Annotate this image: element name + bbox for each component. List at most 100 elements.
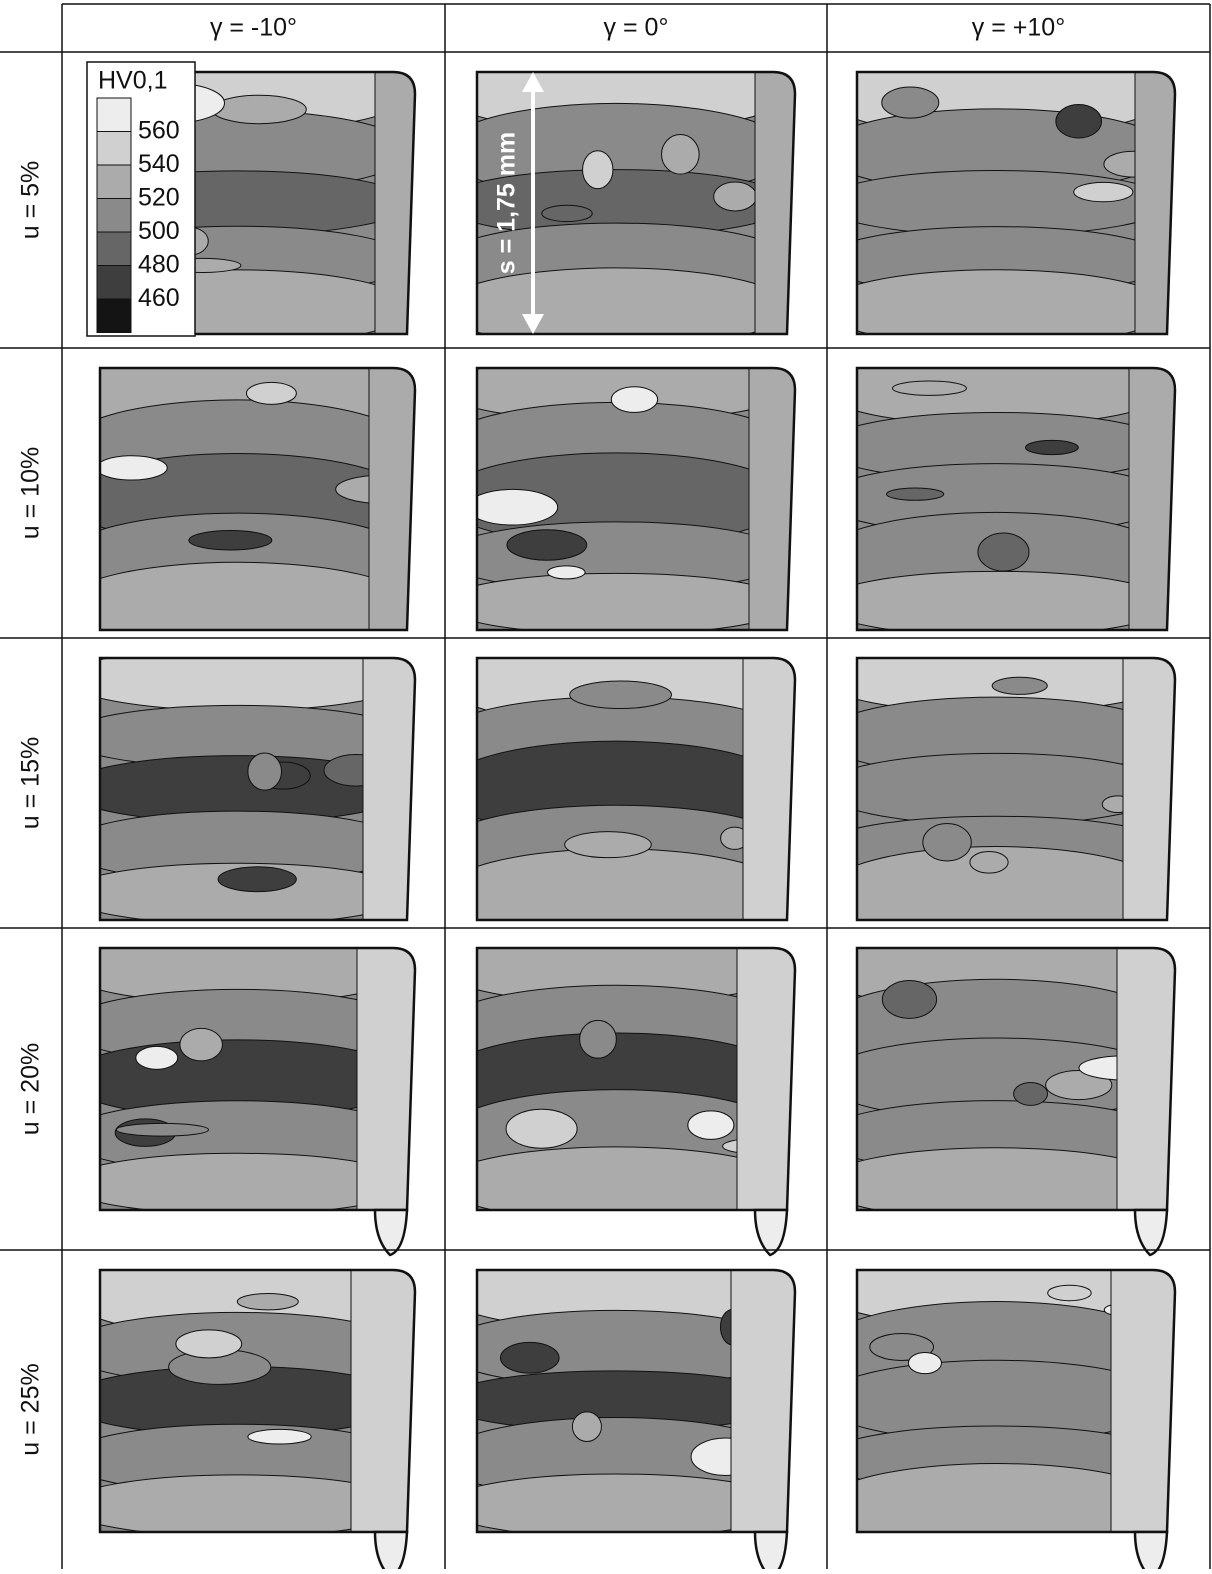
panel-outline [98, 366, 417, 632]
contour-band [477, 572, 792, 630]
arrow-head [522, 314, 544, 334]
contour-map [857, 72, 1175, 334]
legend-label: 460 [138, 284, 180, 312]
contour-island [100, 455, 168, 481]
contour-island [477, 488, 559, 526]
legend: HV0,1 560 540 520 500 480 460 [86, 61, 196, 337]
panel-outline [98, 656, 417, 922]
panel-outline [475, 366, 797, 632]
legend-title: HV0,1 [98, 67, 167, 95]
contour-island [610, 386, 659, 413]
panel-outline [98, 1268, 417, 1534]
contour-island [713, 181, 758, 212]
panel-outline [98, 946, 417, 1212]
legend-swatch [96, 265, 132, 300]
contour-map [857, 1270, 1175, 1532]
contour-island [571, 1411, 602, 1442]
contour-island [977, 532, 1030, 572]
row-header: u = 5% [17, 161, 45, 240]
legend-swatch [96, 164, 132, 199]
edge-zone [736, 948, 795, 1210]
contour-island [247, 1428, 312, 1445]
contour-island [881, 86, 940, 119]
burr [373, 1530, 409, 1574]
contour-island [582, 150, 614, 190]
contour-island [541, 204, 593, 223]
contour-island [236, 1292, 299, 1311]
contour-island [1055, 104, 1103, 139]
arrow-head [522, 72, 544, 92]
contour-map [857, 948, 1175, 1210]
contour-map [477, 948, 795, 1210]
contour-map [100, 1270, 415, 1532]
contour-island [499, 1341, 560, 1374]
contour-island [1013, 1081, 1049, 1106]
contour-island [547, 565, 586, 580]
panel-outline [475, 946, 797, 1212]
legend-swatch [96, 97, 132, 132]
legend-swatch [96, 131, 132, 166]
contour-island [969, 850, 1009, 874]
legend-label: 480 [138, 251, 180, 279]
labels: γ = -10° γ = 0° γ = +10° u = 5% u = 10% u = 1… [17, 14, 1066, 1456]
burr [1133, 1530, 1169, 1574]
edge-zone [1116, 948, 1175, 1210]
panel-outline [855, 1268, 1177, 1534]
contour-band [857, 752, 1172, 826]
contour-island [687, 1110, 735, 1140]
contour-island [247, 752, 282, 791]
edge-zone [362, 658, 415, 920]
contour-island [1045, 1070, 1113, 1101]
panel-outline [475, 1268, 797, 1534]
column-header: γ = 0° [604, 14, 669, 42]
panel-outline [475, 656, 797, 922]
contour-map [100, 658, 415, 920]
panels [98, 70, 1177, 1574]
panel-outline [98, 70, 417, 336]
contour-island [135, 1045, 179, 1070]
edge-zone [356, 948, 415, 1210]
row-header: u = 20% [17, 1043, 45, 1135]
panel-outline [855, 656, 1177, 922]
row-header: u = 10% [17, 447, 45, 539]
row-header: u = 25% [17, 1363, 45, 1455]
contour-map [857, 658, 1175, 920]
edge-zone [742, 658, 795, 920]
contour-island [579, 1019, 617, 1059]
contour-band [857, 570, 1172, 630]
legend-label: 520 [138, 184, 180, 212]
contour-island [175, 1329, 243, 1359]
legend-swatch [96, 298, 132, 333]
burr [373, 1208, 409, 1257]
contour-island [1047, 1284, 1092, 1302]
contour-map [477, 368, 795, 630]
contour-island [922, 823, 972, 862]
legend-swatch [96, 198, 132, 233]
panel-outline [855, 946, 1177, 1212]
contour-island [881, 980, 938, 1019]
contour-map [477, 72, 795, 334]
contour-island [188, 530, 273, 551]
edge-zone [350, 1270, 415, 1532]
contour-island [661, 134, 700, 175]
legend-label: 540 [138, 150, 180, 178]
contour-island [217, 866, 297, 893]
contour-island [991, 676, 1048, 695]
contour-island [892, 380, 967, 396]
edge-zone [1122, 658, 1175, 920]
legend-swatch [96, 231, 132, 266]
column-header: γ = -10° [210, 14, 297, 42]
contour-island [245, 381, 297, 405]
contour-band [857, 170, 1172, 236]
burr [753, 1208, 789, 1257]
legend-label: 500 [138, 217, 180, 245]
annotation: s = 1,75 mm [493, 132, 521, 274]
burr [1133, 1208, 1169, 1257]
contour-island [564, 831, 652, 859]
contour-island [506, 529, 588, 561]
edge-zone [1110, 1270, 1175, 1532]
edge-zone [730, 1270, 795, 1532]
table-grid [0, 3, 1211, 1569]
legend-label: 560 [138, 117, 180, 145]
